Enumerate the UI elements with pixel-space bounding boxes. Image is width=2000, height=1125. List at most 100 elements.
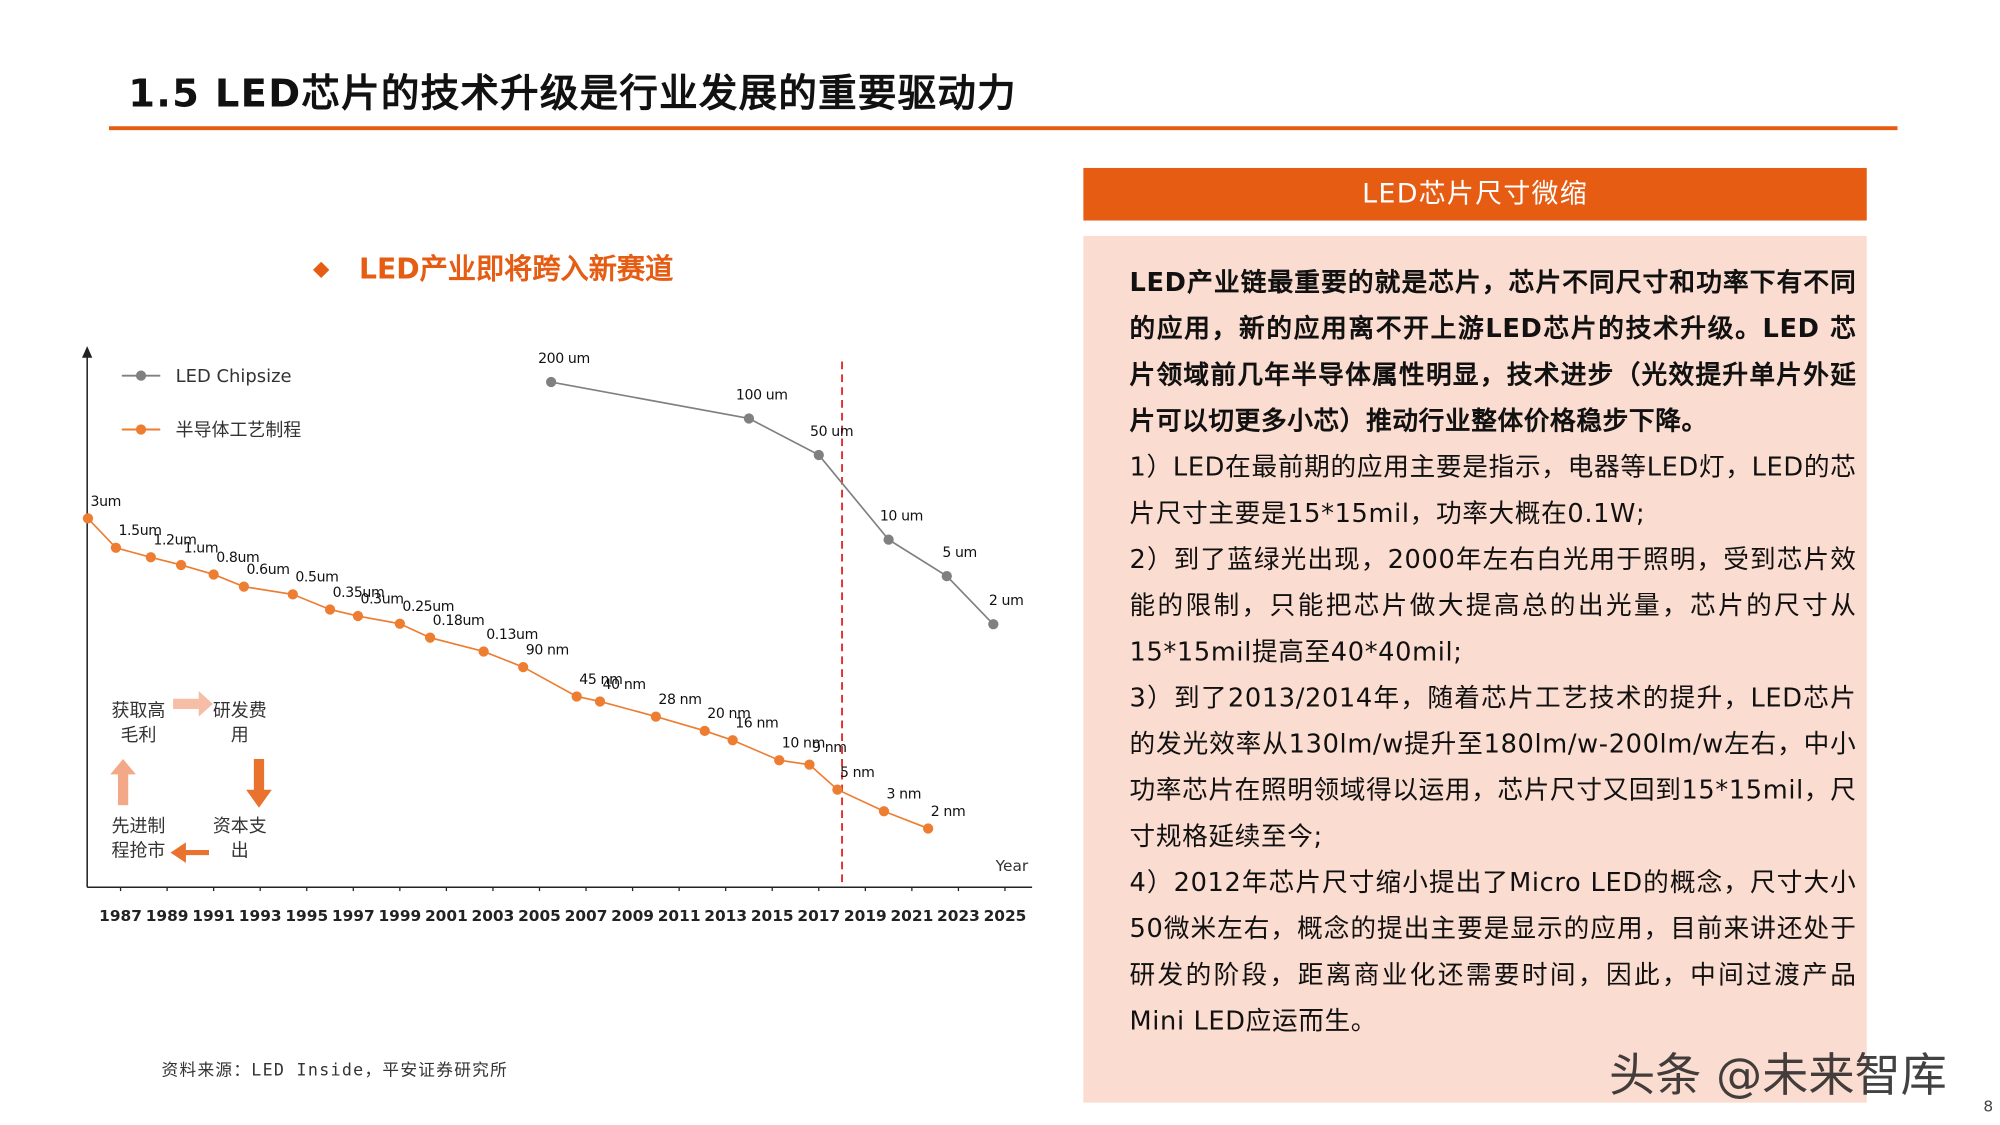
data-point [424, 632, 436, 643]
data-label: 20 nm [707, 706, 750, 722]
panel-intro: LED产业链最重要的就是芯片，芯片不同尺寸和功率下有不同的应用，新的应用离不开上… [1129, 266, 1857, 436]
cycle-label: 用 [231, 725, 249, 746]
series-line [550, 381, 994, 625]
data-point [545, 376, 557, 388]
cycle-label: 资本支 [213, 816, 267, 837]
panel-item: 1）LED在最前期的应用主要是指示，电器等LED灯，LED的芯片尺寸主要是15*… [1129, 451, 1857, 529]
cycle-arrow [173, 691, 213, 717]
data-point [878, 806, 890, 817]
data-label: 2 nm [931, 804, 966, 820]
y-axis-arrow [82, 346, 93, 358]
cycle-label: 程抢市 [112, 840, 166, 861]
data-point [727, 735, 738, 746]
text-panel: LED产业链最重要的就是芯片，芯片不同尺寸和功率下有不同的应用，新的应用离不开上… [1083, 235, 1867, 1103]
data-point [518, 661, 529, 673]
data-label: 1.2um [153, 533, 196, 549]
x-tick-label: 2023 [937, 907, 980, 925]
data-label: 1.5um [118, 523, 161, 539]
x-tick-label: 1997 [332, 907, 375, 925]
x-tick-label: 1989 [146, 907, 189, 925]
x-tick-label: 2015 [751, 907, 794, 925]
x-axis-label: Year [995, 857, 1029, 875]
cycle-label: 获取高 [112, 701, 166, 722]
x-tick-label: 2017 [797, 907, 840, 925]
data-point [82, 513, 94, 524]
data-point [571, 691, 582, 702]
x-tick-label: 2005 [518, 907, 561, 925]
data-point [883, 534, 894, 545]
data-point [175, 559, 187, 571]
x-tick-label: 2007 [565, 907, 608, 925]
data-label: 16 nm [735, 716, 778, 732]
data-point [110, 542, 122, 553]
page-number: 8 [1983, 1097, 1994, 1116]
data-label: 40 nm [603, 677, 646, 693]
x-tick-label: 1991 [192, 907, 235, 925]
chart-title: LED产业即将跨入新赛道 [359, 253, 673, 286]
x-tick-label: 1995 [285, 907, 328, 925]
x-tick-label: 2025 [984, 907, 1027, 925]
data-point [832, 784, 843, 795]
data-label: 9 nm [812, 740, 847, 756]
data-label: 3um [91, 494, 121, 510]
cycle-label: 出 [231, 840, 249, 861]
data-label: 10 um [880, 509, 923, 525]
data-point [774, 755, 785, 766]
x-tick-label: 2019 [844, 907, 887, 925]
x-tick-label: 1999 [378, 907, 421, 925]
data-label: 1.um [184, 540, 219, 556]
data-point [743, 413, 755, 424]
cycle-arrow [170, 842, 209, 863]
data-label: 5 um [942, 545, 977, 561]
data-point [941, 570, 952, 582]
x-tick-label: 1987 [99, 907, 142, 925]
legend-marker [135, 424, 147, 435]
watermark: 头条 @未来智库 [1609, 1050, 1947, 1103]
data-label: 10 nm [782, 736, 825, 752]
panel-item: 4）2012年芯片尺寸缩小提出了Micro LED的概念，尺寸大小 50微米左右… [1129, 866, 1857, 1036]
cycle-label: 先进制 [112, 816, 166, 837]
data-label: 0.8um [216, 550, 259, 566]
cycle-label: 研发费 [213, 701, 267, 722]
data-point [478, 646, 489, 657]
cycle-label: 毛利 [121, 725, 157, 746]
data-point [145, 552, 156, 563]
data-label: 0.13um [486, 627, 538, 643]
data-point [594, 696, 606, 707]
legend-marker [135, 370, 147, 381]
data-label: 3 nm [887, 787, 922, 803]
x-tick-label: 2011 [658, 907, 701, 925]
panel-item: 2）到了蓝绿光出现，2000年左右白光用于照明，受到芯片效能的限制，只能把芯片做… [1129, 543, 1857, 667]
source-note: 资料来源：LED Inside，平安证券研究所 [161, 1061, 509, 1081]
panel-item: 3）到了2013/2014年，随着芯片工艺技术的提升，LED芯片的发光效率从13… [1129, 682, 1857, 852]
data-point [394, 618, 405, 629]
data-label: 50 um [810, 424, 853, 440]
x-tick-label: 2003 [472, 907, 515, 925]
x-tick-label: 2001 [425, 907, 468, 925]
data-point [352, 610, 364, 622]
data-label: 28 nm [658, 692, 701, 708]
legend-label: LED Chipsize [176, 366, 292, 387]
data-label: 0.5um [295, 570, 338, 586]
data-point [208, 569, 219, 580]
cycle-diagram [110, 691, 272, 863]
data-label: 0.25um [402, 599, 454, 615]
slide-title: 1.5 LED芯片的技术升级是行业发展的重要驱动力 [128, 71, 1017, 117]
data-point [238, 581, 250, 592]
panel-header: LED芯片尺寸微缩 [1083, 167, 1867, 221]
data-label: 0.6um [246, 562, 289, 578]
data-point [287, 589, 298, 600]
data-point [988, 619, 999, 630]
x-tick-label: 2013 [704, 907, 747, 925]
x-tick-label: 2009 [611, 907, 654, 925]
bullet [313, 261, 330, 279]
data-point [804, 759, 815, 770]
data-point [324, 604, 336, 615]
data-point [650, 711, 661, 722]
data-label: 90 nm [526, 642, 569, 658]
data-label: 0.18um [433, 613, 485, 629]
data-point [813, 449, 824, 461]
legend-label: 半导体工艺制程 [176, 420, 302, 441]
